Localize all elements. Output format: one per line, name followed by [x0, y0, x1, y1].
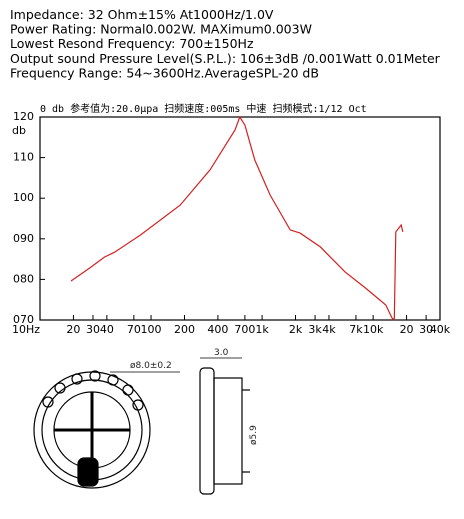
x-tick-label: 7k — [349, 323, 363, 336]
spec-line: Frequency Range: 54~3600Hz.AverageSPL-20… — [10, 65, 319, 80]
x-tick-label: 30 — [419, 323, 433, 336]
x-tick-label: 70 — [127, 323, 141, 336]
outer-diameter: ø8.0±0.2 — [130, 361, 172, 371]
x-tick-label: 40 — [100, 323, 114, 336]
x-tick-label: 40k — [430, 323, 451, 336]
x-tick-label: 20 — [66, 323, 80, 336]
plot-frame — [39, 116, 441, 321]
x-tick-label: 3k — [308, 323, 322, 336]
x-tick-label: 200 — [174, 323, 195, 336]
y-tick-label: 110 — [13, 151, 34, 164]
x-tick-label: 100 — [141, 323, 162, 336]
x-tick-label: 10Hz — [12, 323, 40, 336]
y-tick-label: 070 — [13, 313, 34, 326]
chart-title: 0 db 参考值为:20.0μpa 扫频速度:005ms 中速 扫频模式:1/1… — [40, 102, 367, 115]
inner-diameter: ø5.9 — [249, 425, 259, 445]
thickness: 3.0 — [214, 348, 229, 358]
x-tick-label: 2k — [289, 323, 303, 336]
x-tick-label: 30 — [86, 323, 100, 336]
y-tick-label: 090 — [13, 232, 34, 245]
spec-line: Lowest Resond Frequency: 700±150Hz — [10, 36, 254, 51]
x-tick-label: 10k — [363, 323, 384, 336]
x-tick-label: 400 — [207, 323, 228, 336]
y-tick-label: 100 — [13, 191, 34, 204]
x-tick-label: 1k — [255, 323, 269, 336]
spec-line: Impedance: 32 Ohm±15% At1000Hz/1.0V — [10, 7, 274, 22]
drawings — [33, 357, 250, 495]
y-tick-label: 080 — [13, 272, 34, 285]
y-axis-label: db — [12, 124, 26, 137]
y-tick-label: 120 — [13, 110, 34, 123]
spec-line: Power Rating: Normal0.002W. MAXimum0.003… — [10, 22, 312, 37]
spec-line: Output sound Pressure Level(S.P.L.): 106… — [10, 51, 441, 66]
x-tick-label: 700 — [234, 323, 255, 336]
x-tick-label: 4k — [322, 323, 336, 336]
x-tick-label: 20 — [400, 323, 414, 336]
response-curve — [70, 115, 404, 322]
